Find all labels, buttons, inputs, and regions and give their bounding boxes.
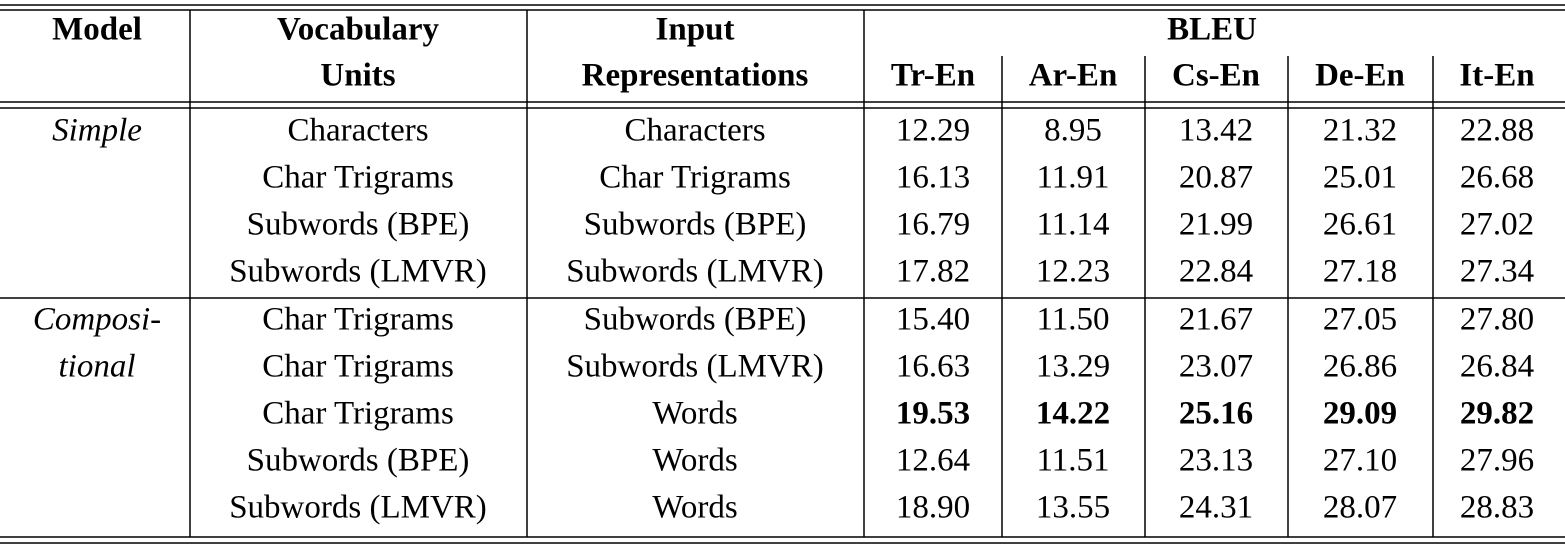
bleu-score: 19.53	[896, 396, 970, 432]
vocabulary-cell: Subwords (LMVR)	[229, 490, 487, 526]
bleu-score: 16.63	[896, 349, 970, 385]
bleu-score: 23.07	[1179, 349, 1253, 385]
bleu-score: 23.13	[1179, 443, 1253, 479]
model-name: Composi-	[33, 302, 161, 338]
input-cell: Characters	[624, 113, 765, 149]
bleu-score: 12.64	[896, 443, 970, 479]
header-input: Input	[656, 12, 735, 48]
vocabulary-cell: Subwords (LMVR)	[229, 254, 487, 290]
bleu-score: 26.61	[1323, 207, 1397, 243]
bleu-score: 16.13	[896, 160, 970, 196]
bleu-score: 27.18	[1323, 254, 1397, 290]
vocabulary-cell: Characters	[287, 113, 428, 149]
vocabulary-cell: Char Trigrams	[262, 160, 454, 196]
bleu-score: 21.99	[1179, 207, 1253, 243]
header-vocabulary: Vocabulary	[277, 12, 439, 48]
bleu-score: 11.91	[1036, 160, 1109, 196]
vocabulary-cell: Char Trigrams	[262, 349, 454, 385]
header-bleu: BLEU	[1167, 12, 1257, 48]
vocabulary-cell: Subwords (BPE)	[247, 207, 470, 243]
header-language: De-En	[1315, 58, 1405, 94]
header-language: It-En	[1459, 58, 1534, 94]
bleu-score: 28.83	[1460, 490, 1534, 526]
bleu-score: 21.32	[1323, 113, 1397, 149]
bleu-score: 27.96	[1460, 443, 1534, 479]
bleu-score: 27.02	[1460, 207, 1534, 243]
input-cell: Subwords (BPE)	[584, 302, 807, 338]
bleu-score: 8.95	[1044, 113, 1102, 149]
bleu-score: 26.84	[1460, 349, 1534, 385]
table-rules	[0, 4, 1565, 544]
header-vocabulary: Units	[320, 58, 395, 94]
bleu-score: 27.10	[1323, 443, 1397, 479]
header-language: Ar-En	[1029, 58, 1118, 94]
header-language: Cs-En	[1172, 58, 1260, 94]
bleu-score: 11.14	[1036, 207, 1109, 243]
vocabulary-cell: Char Trigrams	[262, 396, 454, 432]
bleu-score: 13.42	[1179, 113, 1253, 149]
input-cell: Words	[652, 396, 737, 432]
bleu-score: 26.86	[1323, 349, 1397, 385]
bleu-score: 20.87	[1179, 160, 1253, 196]
bleu-score: 11.51	[1036, 443, 1109, 479]
input-cell: Words	[652, 443, 737, 479]
bleu-score: 25.01	[1323, 160, 1397, 196]
bleu-score: 21.67	[1179, 302, 1253, 338]
bleu-score: 27.05	[1323, 302, 1397, 338]
bleu-score: 14.22	[1036, 396, 1110, 432]
bleu-score: 11.50	[1036, 302, 1109, 338]
header-model: Model	[52, 12, 142, 48]
bleu-score: 17.82	[896, 254, 970, 290]
bleu-score: 29.82	[1460, 396, 1534, 432]
input-cell: Subwords (LMVR)	[566, 254, 824, 290]
vocabulary-cell: Char Trigrams	[262, 302, 454, 338]
bleu-score: 22.84	[1179, 254, 1253, 290]
model-name: tional	[58, 349, 135, 385]
bleu-score: 25.16	[1179, 396, 1253, 432]
bleu-score: 28.07	[1323, 490, 1397, 526]
bleu-score: 29.09	[1323, 396, 1397, 432]
model-name: Simple	[52, 113, 142, 149]
bleu-score: 16.79	[896, 207, 970, 243]
input-cell: Words	[652, 490, 737, 526]
bleu-score: 27.34	[1460, 254, 1534, 290]
bleu-score: 12.29	[896, 113, 970, 149]
bleu-score: 13.55	[1036, 490, 1110, 526]
vocabulary-cell: Subwords (BPE)	[247, 443, 470, 479]
bleu-score: 22.88	[1460, 113, 1534, 149]
bleu-score: 24.31	[1179, 490, 1253, 526]
bleu-score: 12.23	[1036, 254, 1110, 290]
header-input: Representations	[582, 58, 809, 94]
bleu-score: 26.68	[1460, 160, 1534, 196]
header-language: Tr-En	[891, 58, 975, 94]
input-cell: Subwords (LMVR)	[566, 349, 824, 385]
input-cell: Subwords (BPE)	[584, 207, 807, 243]
input-cell: Char Trigrams	[599, 160, 791, 196]
bleu-score: 27.80	[1460, 302, 1534, 338]
bleu-score: 15.40	[896, 302, 970, 338]
bleu-score: 18.90	[896, 490, 970, 526]
bleu-score: 13.29	[1036, 349, 1110, 385]
